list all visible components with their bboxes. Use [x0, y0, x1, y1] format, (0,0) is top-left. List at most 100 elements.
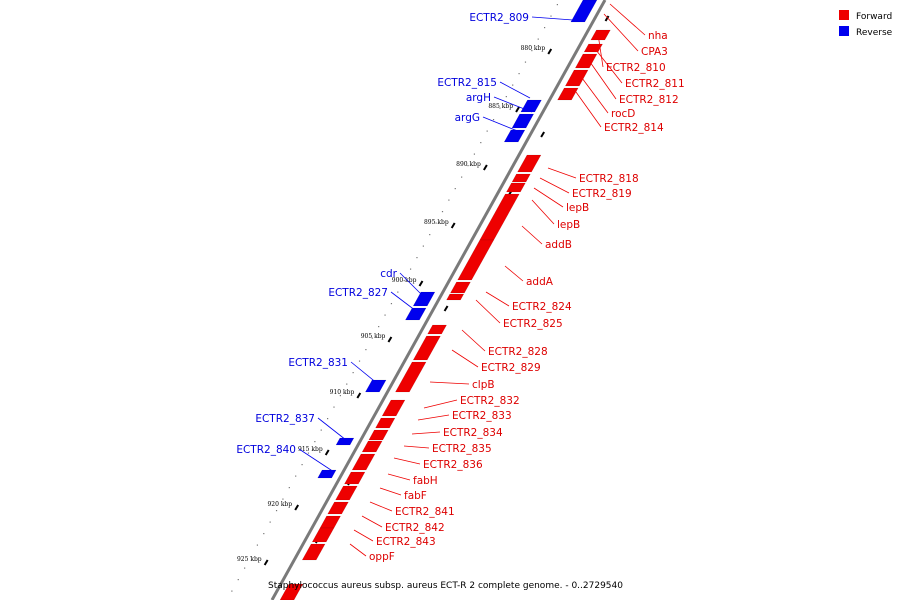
guide-dot — [403, 280, 405, 282]
guide-dot — [256, 544, 259, 546]
gene-label: nha — [648, 30, 668, 42]
label-leader-line — [504, 265, 524, 282]
gene-label: ECTR2_827 — [328, 287, 388, 299]
forward-gene-arrow — [335, 485, 358, 501]
tick-mark — [324, 449, 330, 456]
forward-gene-arrow — [583, 43, 604, 53]
guide-dot — [378, 326, 380, 328]
gene-label: lepB — [557, 219, 580, 231]
tick-mark — [483, 164, 488, 171]
tick-mark — [387, 336, 393, 343]
guide-dot — [486, 130, 488, 132]
gene-label: addB — [545, 239, 572, 251]
guide-dot — [269, 521, 271, 523]
forward-gene-arrow — [368, 429, 389, 441]
gene-label: addA — [526, 276, 554, 288]
forward-gene-arrow — [394, 361, 427, 393]
guide-dot — [352, 372, 354, 374]
gene-label: fabF — [404, 490, 427, 502]
label-leader-line — [595, 49, 623, 84]
guide-dot — [327, 418, 329, 420]
forward-gene-arrow — [590, 29, 611, 41]
forward-gene-arrow — [311, 527, 335, 543]
label-leader-line — [387, 473, 411, 481]
gene-label: lepB — [566, 202, 589, 214]
label-leader-line — [417, 414, 450, 421]
gene-label: ECTR2_815 — [437, 77, 497, 89]
minor-tick — [540, 131, 545, 138]
forward-gene-arrow — [351, 453, 376, 471]
tick-label: 905 kbp — [361, 333, 386, 340]
gene-label: ECTR2_810 — [606, 62, 666, 74]
gene-label: ECTR2_841 — [395, 506, 455, 518]
gene-label: ECTR2_825 — [503, 318, 563, 330]
forward-gene-arrow — [446, 293, 465, 301]
gene-label: CPA3 — [641, 46, 668, 58]
gene-label: clpB — [472, 379, 495, 391]
label-leader-line — [521, 225, 543, 245]
label-leader-line — [539, 177, 570, 194]
label-leader-line — [533, 187, 564, 208]
label-leader-line — [575, 91, 602, 128]
gene-label: ECTR2_812 — [619, 94, 679, 106]
gene-label: ECTR2_818 — [579, 173, 639, 185]
tick-label: 925 kbp — [237, 556, 262, 563]
gene-features — [279, 0, 611, 600]
reverse-gene-arrow — [520, 99, 542, 113]
gene-label: ECTR2_831 — [288, 357, 348, 369]
reverse-gene-arrow — [503, 129, 526, 143]
gene-label: ECTR2_814 — [604, 122, 664, 134]
gene-label: oppF — [369, 551, 395, 563]
label-leader-line — [451, 349, 479, 368]
guide-dot — [505, 96, 507, 98]
tick-mark — [547, 48, 553, 55]
label-leader-line — [349, 543, 367, 557]
label-leader-line — [485, 291, 510, 307]
reverse-gene-arrow — [404, 307, 427, 321]
forward-gene-arrow — [517, 154, 542, 173]
guide-dot — [231, 590, 233, 592]
reverse-gene-arrow — [335, 437, 355, 446]
guide-dot — [282, 498, 284, 500]
tick-label: 920 kbp — [267, 501, 292, 508]
forward-gene-arrow — [564, 69, 589, 87]
guide-dot — [397, 291, 399, 293]
legend-forward-swatch — [839, 10, 849, 20]
guide-dot — [295, 475, 297, 477]
label-leader-line — [317, 417, 347, 441]
guide-dot — [390, 303, 393, 305]
guide-dot — [346, 383, 348, 385]
guide-dot — [275, 510, 278, 512]
guide-dot — [358, 360, 361, 362]
label-leader-line — [475, 299, 501, 324]
reverse-gene-arrow — [412, 291, 436, 307]
gene-label: rocD — [611, 108, 635, 120]
label-leader-line — [589, 61, 617, 100]
genome-backbone — [270, 0, 607, 600]
label-leader-line — [361, 515, 383, 528]
gene-label: ECTR2_819 — [572, 188, 632, 200]
tick-label: 885 kbp — [488, 103, 513, 110]
guide-dot — [429, 234, 431, 236]
label-leader-line — [429, 381, 470, 385]
reverse-gene-arrow — [511, 113, 535, 129]
gene-label: argH — [466, 92, 491, 104]
label-leader-line — [390, 291, 421, 315]
label-leader-line — [423, 399, 458, 409]
guide-dot — [250, 556, 252, 558]
gene-label: ECTR2_842 — [385, 522, 445, 534]
forward-gene-arrow — [327, 501, 349, 515]
guide-dot — [537, 38, 539, 40]
tick-label: 880 kbp — [521, 45, 546, 52]
guide-dot — [518, 73, 520, 75]
guide-dot — [244, 567, 246, 569]
label-leader-line — [411, 431, 441, 435]
guide-dot — [512, 84, 514, 86]
forward-gene-arrow — [375, 417, 396, 429]
forward-gene-arrow — [361, 440, 383, 453]
label-leader-line — [609, 3, 646, 36]
gene-label: ECTR2_834 — [443, 427, 503, 439]
gene-label: ECTR2_809 — [469, 12, 529, 24]
gene-label: ECTR2_843 — [376, 536, 436, 548]
